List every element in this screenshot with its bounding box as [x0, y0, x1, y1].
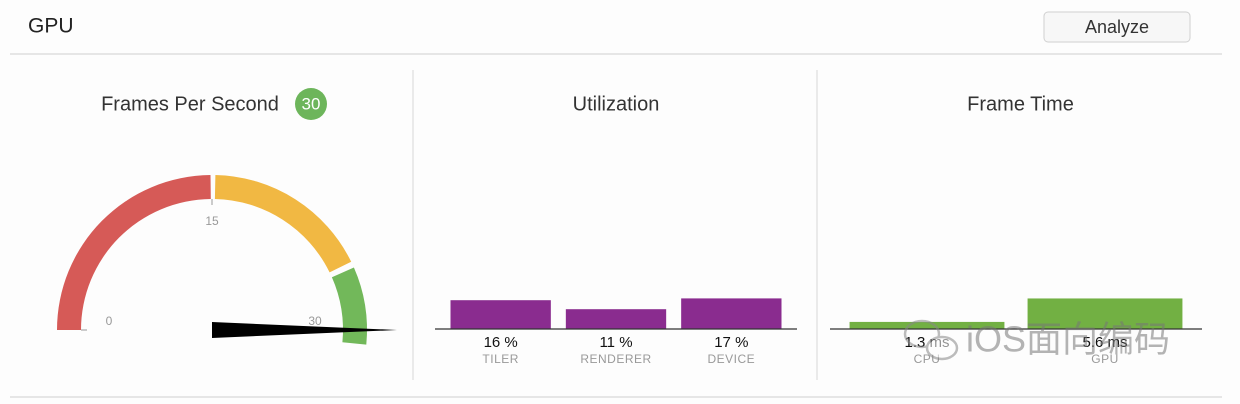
bar	[849, 321, 1005, 329]
chart-title: Frame Time	[967, 93, 1074, 115]
analyze-button-label[interactable]: Analyze	[1085, 17, 1149, 37]
category-label: RENDERER	[580, 352, 651, 366]
chart-title: Utilization	[573, 93, 660, 115]
gauge-zone	[214, 175, 352, 273]
bar	[450, 300, 551, 329]
gauge-zone	[331, 267, 368, 345]
category-label: TILER	[482, 352, 519, 366]
fps-badge	[295, 88, 327, 120]
gauge-zone	[57, 175, 211, 330]
watermark: iOS面向编码	[903, 319, 1170, 361]
gauge-needle	[212, 322, 397, 338]
gauge-tick-label: 15	[205, 214, 219, 228]
value-label: 5.6 ms	[1082, 334, 1127, 351]
category-label: GPU	[1091, 352, 1119, 366]
fps-badge-value: 30	[302, 94, 321, 113]
category-label: DEVICE	[707, 352, 755, 366]
chart-title: Frames Per Second	[101, 93, 279, 115]
watermark-icon	[903, 319, 941, 349]
watermark-icon	[925, 335, 959, 361]
bar	[565, 309, 667, 329]
value-label: 11 %	[599, 334, 632, 351]
bar	[681, 298, 782, 329]
watermark-text: iOS面向编码	[966, 319, 1170, 360]
value-label: 16 %	[484, 334, 518, 351]
analyze-button[interactable]	[1043, 11, 1191, 43]
header-title: GPU	[28, 15, 74, 38]
value-label: 17 %	[714, 334, 748, 351]
gauge-tick-label: 30	[308, 314, 322, 328]
bar	[1027, 298, 1183, 329]
gauge-tick-label: 0	[106, 314, 113, 328]
